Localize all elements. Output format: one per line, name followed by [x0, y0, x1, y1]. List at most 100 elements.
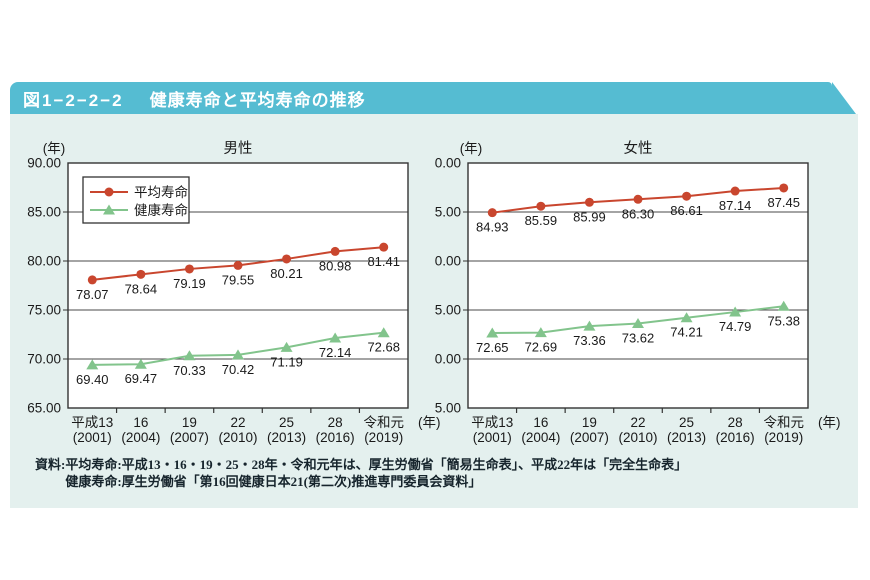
legend-box: [82, 176, 190, 224]
data-label: 71.19: [270, 354, 303, 369]
x-tick-label: 28: [728, 415, 743, 430]
chart-title: 男性: [224, 140, 253, 157]
data-point-marker: [183, 350, 196, 361]
figure-title-bar: 図1−2−2−2 健康寿命と平均寿命の推移: [10, 82, 856, 114]
x-tick-label: 19: [582, 415, 597, 430]
data-point-marker: [583, 320, 596, 331]
y-tick-label: 75.00: [27, 303, 61, 318]
x-tick-sublabel: (2016): [716, 430, 755, 445]
x-tick-label: 平成13: [471, 415, 513, 430]
data-label: 79.19: [173, 276, 206, 291]
y-axis-unit: (年): [460, 141, 483, 156]
data-label: 74.21: [670, 325, 703, 340]
y-tick-label: 80.00: [435, 254, 461, 269]
x-tick-sublabel: (2019): [764, 430, 803, 445]
data-label: 70.42: [222, 362, 255, 377]
x-tick-label: 28: [328, 415, 343, 430]
x-tick-sublabel: (2001): [473, 430, 512, 445]
y-tick-label: 90.00: [435, 156, 461, 171]
legend-label: 健康寿命: [134, 202, 188, 218]
data-point-marker: [86, 359, 99, 370]
chart-title: 女性: [624, 139, 653, 157]
data-label: 85.59: [525, 213, 558, 228]
x-tick-label: 16: [533, 415, 548, 430]
x-tick-label: 25: [279, 415, 294, 430]
plot-area: [468, 163, 808, 408]
x-tick-sublabel: (2019): [364, 430, 403, 445]
data-point-marker: [680, 312, 693, 323]
y-tick-label: 70.00: [435, 352, 461, 367]
x-tick-sublabel: (2016): [316, 430, 355, 445]
data-point-marker: [729, 306, 742, 317]
data-point-marker: [329, 332, 342, 343]
x-tick-label: 令和元: [363, 415, 404, 430]
x-tick-label: 22: [630, 415, 645, 430]
data-point-marker: [534, 327, 547, 338]
data-point-marker: [104, 187, 114, 197]
data-label: 73.62: [622, 331, 655, 346]
x-axis-unit: (年): [818, 415, 841, 430]
data-point-marker: [777, 300, 790, 311]
data-label: 80.21: [270, 266, 303, 281]
data-label: 86.30: [622, 206, 655, 221]
data-point-marker: [330, 246, 340, 256]
x-axis-unit: (年): [418, 415, 441, 430]
data-point-marker: [379, 242, 389, 252]
data-label: 80.98: [319, 258, 352, 273]
data-point-marker: [232, 349, 244, 360]
data-point-marker: [282, 254, 292, 264]
data-point-marker: [184, 264, 194, 274]
x-tick-label: 令和元: [763, 415, 804, 430]
y-tick-label: 85.00: [435, 205, 461, 220]
y-axis-unit: (年): [43, 141, 66, 156]
x-tick-sublabel: (2004): [121, 430, 160, 445]
y-tick-label: 75.00: [435, 303, 461, 318]
data-label: 72.69: [525, 340, 558, 355]
data-label: 69.47: [125, 371, 158, 386]
plot-border: [67, 162, 409, 409]
data-label: 78.07: [76, 287, 109, 302]
data-label: 87.45: [767, 195, 800, 210]
x-tick-sublabel: (2004): [521, 430, 560, 445]
y-tick-label: 85.00: [27, 205, 61, 220]
data-label: 79.55: [222, 272, 255, 287]
x-tick-label: 25: [679, 415, 694, 430]
figure-number: 図1−2−2−2: [23, 90, 124, 110]
x-tick-sublabel: (2007): [570, 430, 609, 445]
x-tick-sublabel: (2007): [170, 430, 209, 445]
data-point-marker: [87, 275, 97, 285]
data-label: 72.14: [319, 345, 352, 360]
plot-border: [467, 162, 809, 409]
data-label: 70.33: [173, 363, 206, 378]
figure-title: 健康寿命と平均寿命の推移: [149, 90, 366, 110]
source-lines: 平均寿命:平成13・16・19・25・28年・令和元年は、厚生労働省「簡易生命表…: [65, 456, 687, 490]
y-tick-label: 65.00: [27, 401, 61, 416]
x-tick-sublabel: (2010): [218, 430, 257, 445]
data-point-marker: [377, 327, 390, 338]
y-tick-label: 80.00: [27, 254, 61, 269]
legend-label: 平均寿命: [134, 184, 188, 200]
data-point-marker: [233, 260, 243, 270]
source-note: 資料: 平均寿命:平成13・16・19・25・28年・令和元年は、厚生労働省「簡…: [35, 456, 687, 490]
data-label: 74.79: [719, 319, 752, 334]
data-label: 72.68: [367, 340, 400, 355]
data-point-marker: [779, 183, 789, 193]
source-line-2: 健康寿命:厚生労働省「第16回健康日本21(第二次)推進専門委員会資料」: [65, 474, 482, 489]
data-label: 78.64: [125, 281, 158, 296]
data-point-marker: [134, 358, 147, 369]
y-tick-label: 90.00: [27, 156, 61, 171]
chart-female: (年) 女性 65.00 70.00 75.00 80.00 85.00 90.00 72.65…: [435, 139, 841, 445]
data-point-marker: [486, 327, 499, 338]
data-point-marker: [280, 341, 293, 352]
data-point-marker: [487, 208, 497, 218]
data-point-marker: [103, 204, 115, 215]
data-point-marker: [730, 186, 740, 196]
data-point-marker: [632, 318, 644, 329]
x-tick-label: 16: [133, 415, 148, 430]
data-label: 73.36: [573, 333, 606, 348]
data-point-marker: [584, 197, 594, 207]
x-tick-label: 22: [230, 415, 245, 430]
data-label: 85.99: [573, 209, 606, 224]
x-tick-label: 19: [182, 415, 197, 430]
